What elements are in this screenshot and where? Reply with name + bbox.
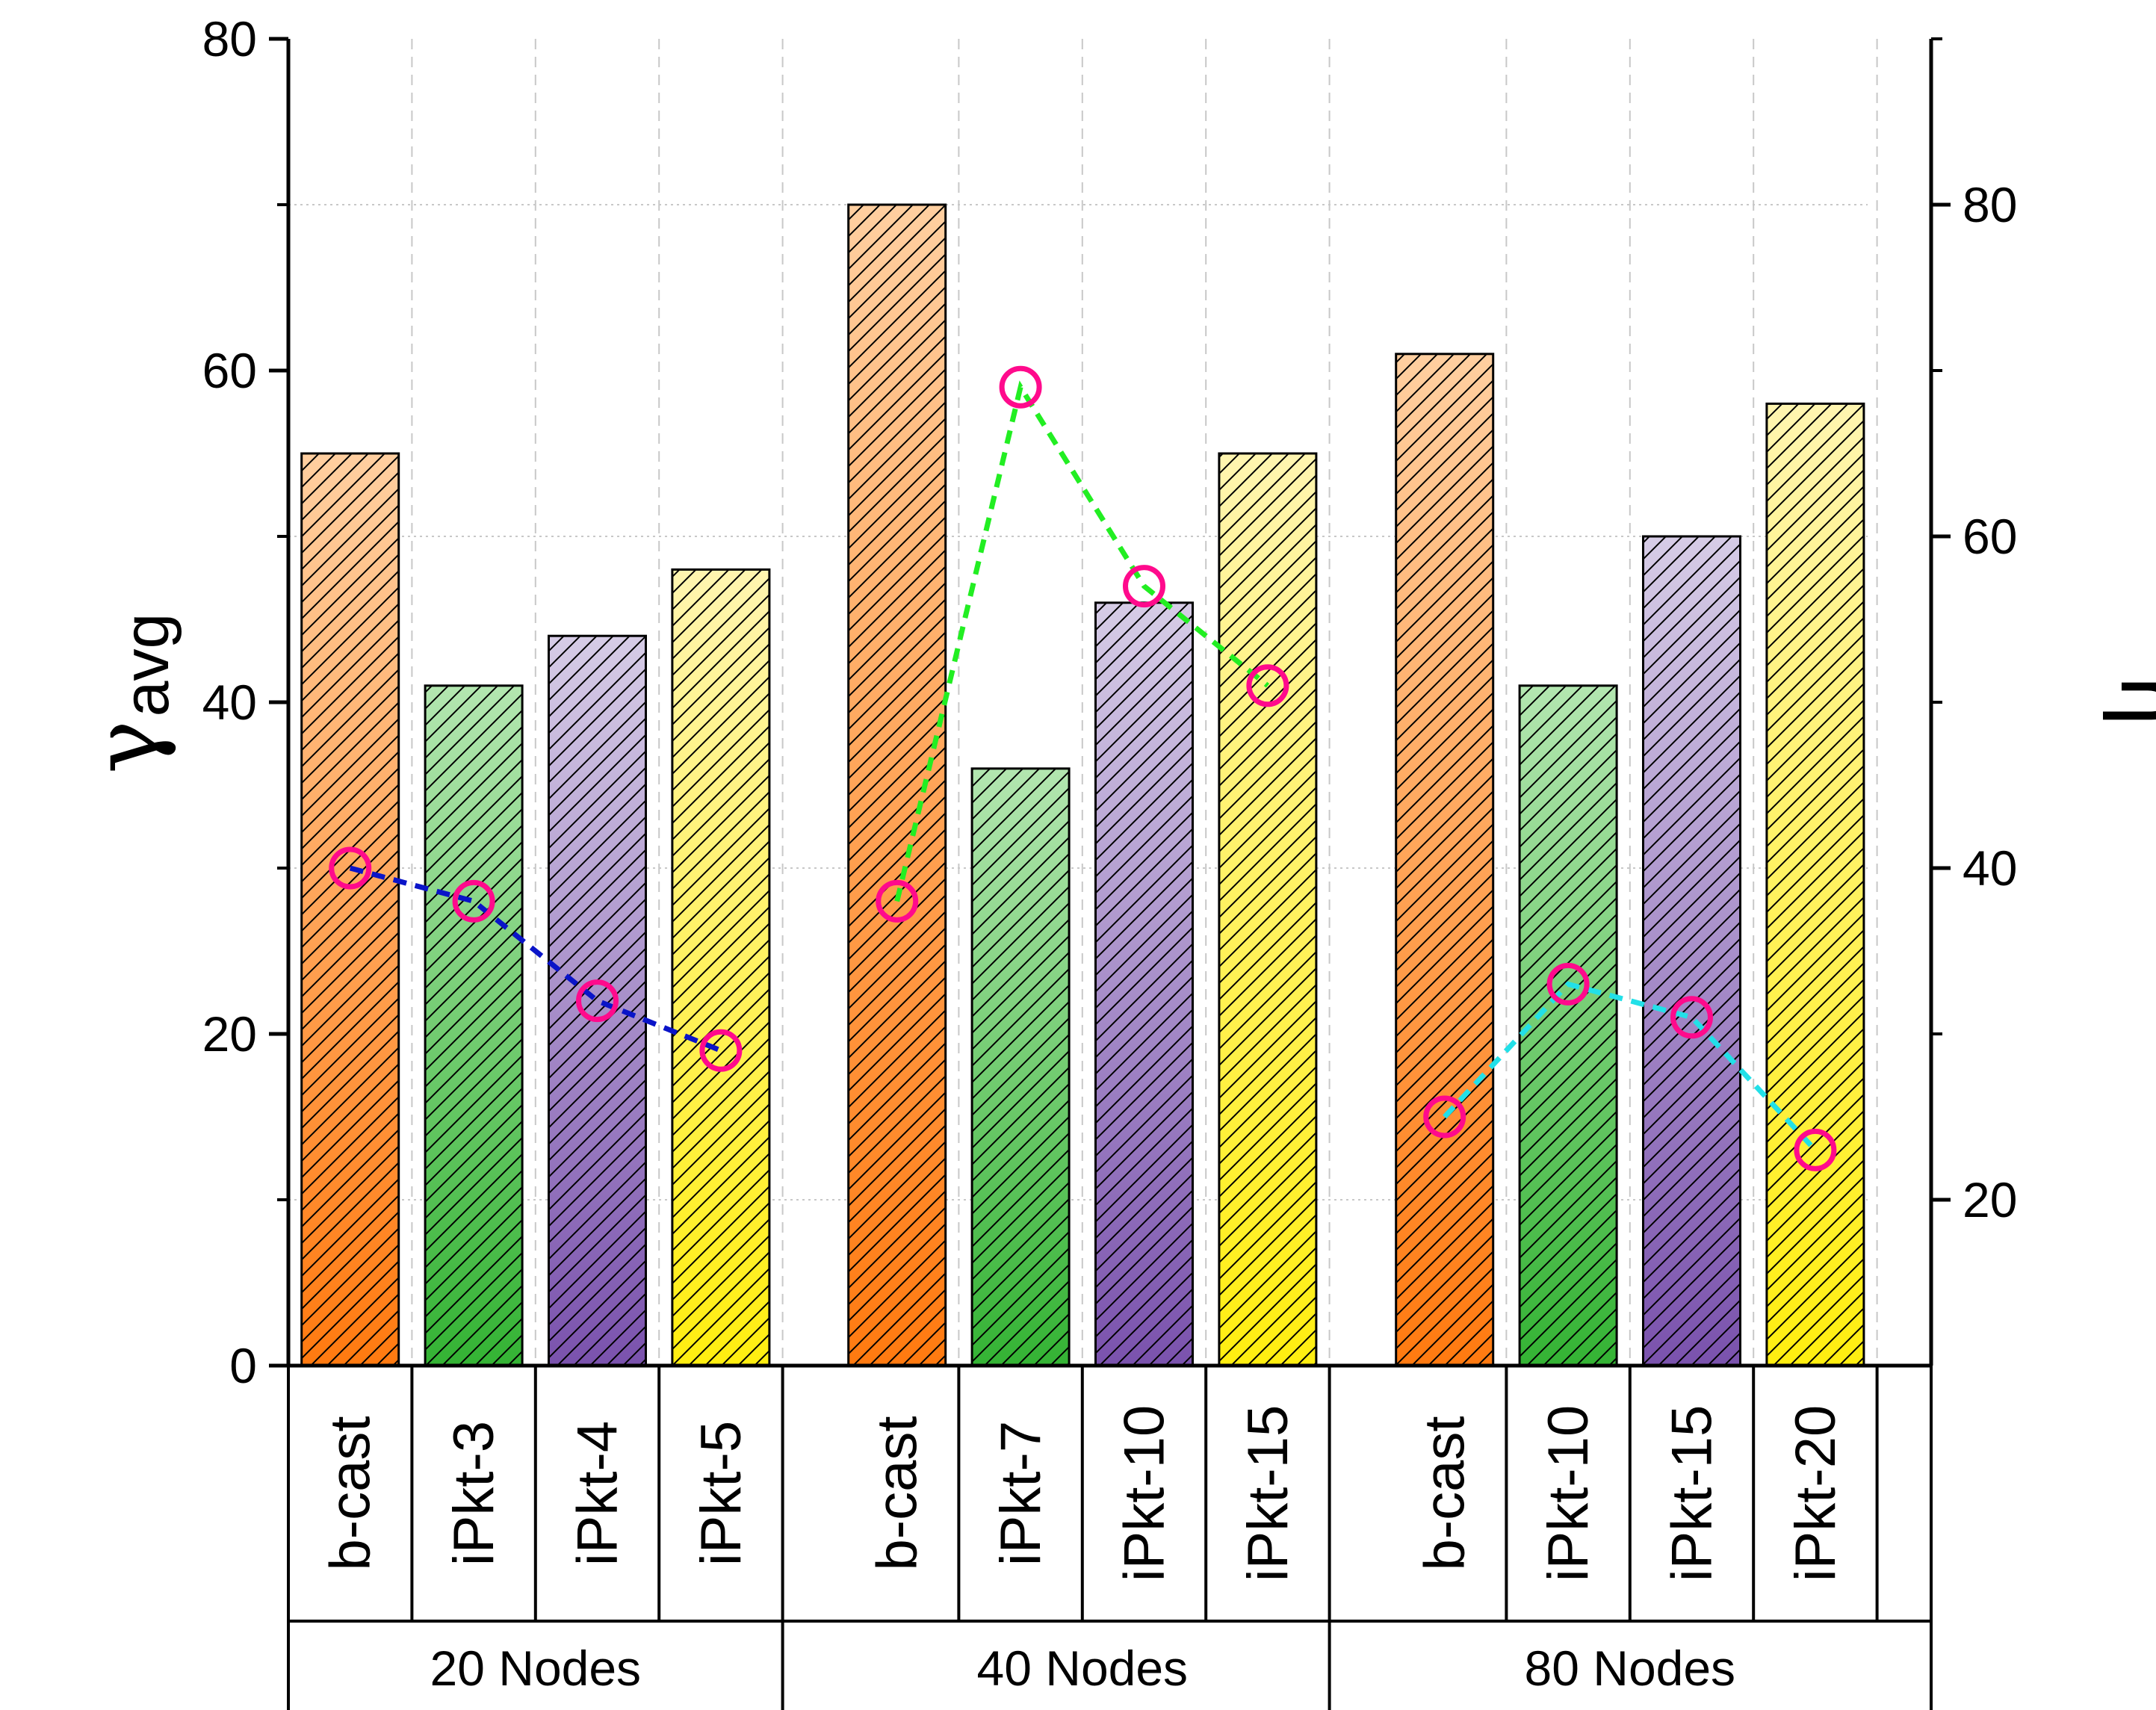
y-axis-title-subscript: avg bbox=[111, 613, 182, 717]
eta-line-3 bbox=[1443, 981, 1818, 1152]
bar-hatch bbox=[970, 767, 1071, 1367]
category-table: b-cast iPkt-3 iPkt-4 iPkt-5 20 Nodes b-cast iP… bbox=[287, 1366, 1933, 1710]
eta-marker-3-4 bbox=[1794, 1128, 1837, 1171]
category-label: b-cast bbox=[319, 1416, 382, 1571]
bar-2-1 bbox=[847, 203, 947, 1367]
y-axis-title-main: γ bbox=[75, 720, 179, 774]
bar-1-3 bbox=[548, 634, 647, 1367]
y2-tick-label: 20 bbox=[1963, 1172, 2017, 1227]
bar-3-4 bbox=[1765, 402, 1865, 1367]
bar-hatch bbox=[300, 452, 400, 1367]
category-label: b-cast bbox=[1413, 1416, 1477, 1571]
category-label: iPkt-7 bbox=[989, 1421, 1053, 1566]
category-label: iPkt-20 bbox=[1784, 1405, 1847, 1582]
bar-1-2 bbox=[424, 684, 524, 1367]
eta-marker-3-3 bbox=[1670, 996, 1713, 1039]
eta-marker-3-2 bbox=[1546, 962, 1590, 1006]
y2-tick-label: 40 bbox=[1963, 840, 2017, 896]
category-label: iPkt-15 bbox=[1661, 1405, 1724, 1582]
category-label: iPkt-3 bbox=[442, 1421, 506, 1566]
bar-hatch bbox=[847, 203, 947, 1367]
bar-1-4 bbox=[671, 568, 771, 1367]
y-tick-label: 20 bbox=[202, 1006, 257, 1062]
bar-hatch bbox=[1765, 402, 1865, 1367]
bar-series bbox=[300, 203, 1865, 1367]
axes: 0 20 40 60 80 20 40 60 80 bbox=[202, 11, 2018, 1393]
eta-marker-1-1 bbox=[329, 846, 372, 890]
y2-axis-title: η bbox=[2100, 672, 2156, 725]
y-tick-label: 80 bbox=[202, 11, 257, 66]
eta-marker-1-2 bbox=[452, 879, 495, 923]
category-label: iPkt-10 bbox=[1537, 1405, 1600, 1582]
category-label: b-cast bbox=[866, 1416, 929, 1571]
eta-marker-1-4 bbox=[699, 1029, 743, 1072]
category-label: iPkt-15 bbox=[1236, 1405, 1300, 1582]
eta-marker-2-4 bbox=[1246, 664, 1289, 707]
eta-line-1 bbox=[349, 865, 722, 1053]
category-label: iPkt-10 bbox=[1113, 1405, 1177, 1582]
y-tick-label: 60 bbox=[202, 343, 257, 398]
bar-hatch bbox=[424, 684, 524, 1367]
bar-hatch bbox=[671, 568, 771, 1367]
y-tick-label: 40 bbox=[202, 675, 257, 730]
y-axis-title: γ avg bbox=[75, 613, 182, 774]
eta-line-2 bbox=[894, 380, 1270, 902]
eta-marker-3-1 bbox=[1423, 1095, 1466, 1139]
gridlines bbox=[288, 39, 1878, 1366]
bar-2-4 bbox=[1218, 452, 1318, 1367]
eta-marker-2-2 bbox=[999, 365, 1042, 409]
group-label: 80 Nodes bbox=[1525, 1641, 1736, 1696]
bar-2-3 bbox=[1094, 601, 1194, 1367]
eta-marker-1-3 bbox=[576, 979, 619, 1023]
bar-hatch bbox=[1518, 684, 1618, 1367]
bar-hatch bbox=[1642, 535, 1741, 1367]
bar-1-1 bbox=[300, 452, 400, 1367]
y-tick-label: 0 bbox=[229, 1338, 257, 1393]
group-label: 20 Nodes bbox=[430, 1641, 642, 1696]
category-label: iPkt-5 bbox=[690, 1421, 753, 1566]
bar-hatch bbox=[548, 634, 647, 1367]
eta-marker-2-3 bbox=[1123, 565, 1165, 608]
bar-3-3 bbox=[1642, 535, 1741, 1367]
bar-hatch bbox=[1218, 452, 1318, 1367]
bar-3-2 bbox=[1518, 684, 1618, 1367]
eta-marker-2-1 bbox=[876, 879, 919, 923]
y2-tick-label: 80 bbox=[1963, 177, 2017, 232]
eta-line-series bbox=[329, 365, 1837, 1171]
bar-3-1 bbox=[1395, 353, 1495, 1367]
y2-tick-label: 60 bbox=[1963, 509, 2017, 564]
bar-hatch bbox=[1395, 353, 1495, 1367]
group-label: 40 Nodes bbox=[977, 1641, 1189, 1696]
category-label: iPkt-4 bbox=[566, 1421, 630, 1566]
bar-hatch bbox=[1094, 601, 1194, 1367]
bar-2-2 bbox=[970, 767, 1071, 1367]
